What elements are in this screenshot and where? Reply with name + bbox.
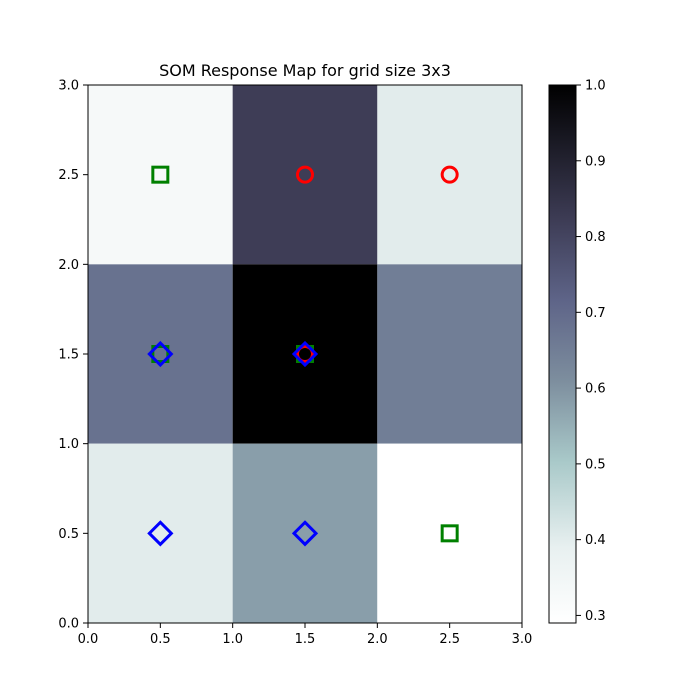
x-tick-label: 2.0 xyxy=(367,632,388,647)
marker-circle xyxy=(296,165,314,184)
marker-diamond xyxy=(291,520,319,547)
x-axis: 0.0 0.5 1.0 1.5 2.0 2.5 3.0 xyxy=(78,623,533,647)
y-tick-label: 3.0 xyxy=(58,79,79,94)
heatmap-cell xyxy=(232,443,378,623)
y-tick-label: 2.0 xyxy=(58,258,79,273)
heatmap-cells xyxy=(88,85,522,623)
colorbar-tick-label: 0.9 xyxy=(585,154,606,169)
y-tick-label: 0.0 xyxy=(58,617,79,632)
x-tick-label: 1.5 xyxy=(295,632,316,647)
colorbar-tick-label: 0.5 xyxy=(585,457,606,472)
marker-circle xyxy=(440,165,459,184)
marker-diamond xyxy=(147,340,174,368)
marker-circle xyxy=(296,345,314,363)
colorbar-tick-label: 0.6 xyxy=(585,382,606,397)
marker-diamond xyxy=(147,520,174,547)
x-tick-label: 0.5 xyxy=(150,632,171,647)
x-tick-label: 0.0 xyxy=(78,632,99,647)
heatmap-cell xyxy=(88,85,233,265)
x-tick-label: 2.5 xyxy=(439,632,460,647)
x-tick-label: 3.0 xyxy=(512,632,533,647)
colorbar-tick-label: 1.0 xyxy=(585,79,606,94)
marker-square xyxy=(151,345,170,363)
colorbar-tick-label: 0.8 xyxy=(585,230,606,245)
heatmap-cell xyxy=(377,264,522,444)
y-tick-label: 0.5 xyxy=(58,527,79,542)
colorbar-tick-label: 0.7 xyxy=(585,306,606,321)
x-tick-label: 1.0 xyxy=(222,632,243,647)
heatmap-cell xyxy=(232,264,378,444)
heatmap-cell xyxy=(88,264,233,444)
heatmap-cell xyxy=(377,443,522,623)
marker-square xyxy=(151,165,170,184)
colorbar-gradient xyxy=(548,84,577,624)
y-tick-label: 1.0 xyxy=(58,437,79,452)
markers xyxy=(147,165,459,547)
y-tick-label: 2.5 xyxy=(58,168,79,183)
colorbar-tick-label: 0.3 xyxy=(585,609,606,624)
colorbar: 0.3 0.4 0.5 0.6 0.7 0.8 0.9 1.0 xyxy=(548,79,606,624)
y-tick-label: 1.5 xyxy=(58,348,79,363)
heatmap-cell xyxy=(88,443,233,623)
chart-title: SOM Response Map for grid size 3x3 xyxy=(159,61,451,80)
marker-diamond xyxy=(291,340,319,368)
colorbar-tick-label: 0.4 xyxy=(585,533,606,548)
y-axis: 0.0 0.5 1.0 1.5 2.0 2.5 3.0 xyxy=(58,79,88,632)
heatmap-cell xyxy=(377,85,522,265)
marker-square xyxy=(440,524,459,543)
colorbar-ticks: 0.3 0.4 0.5 0.6 0.7 0.8 0.9 1.0 xyxy=(576,79,606,624)
heatmap-cell xyxy=(232,85,378,265)
